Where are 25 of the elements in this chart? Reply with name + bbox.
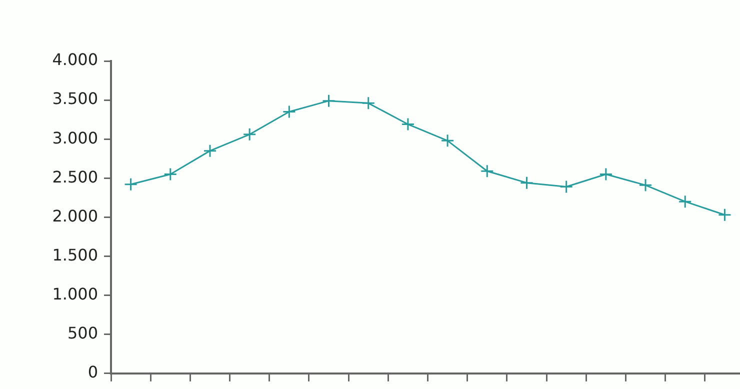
point (164, 167, 178, 181)
y-tick-label: 1.500 (52, 245, 98, 264)
point (401, 118, 415, 132)
y-tick-label: 2.500 (52, 167, 98, 186)
y-tick-label: 500 (67, 324, 98, 343)
y-tick-label: 3.500 (52, 89, 98, 108)
point (282, 105, 296, 119)
point (124, 178, 138, 192)
point (242, 128, 256, 142)
y-tick-label: 1.000 (52, 284, 98, 304)
point (560, 180, 574, 194)
y-tick-label: 2.000 (52, 206, 98, 226)
y-tick-label: 0 (88, 362, 98, 382)
point (362, 96, 376, 110)
point (678, 194, 692, 208)
point (599, 167, 613, 181)
y-tick-label: 3.000 (52, 128, 98, 148)
point (480, 164, 494, 178)
point (520, 176, 534, 190)
point (322, 94, 336, 108)
y-tick-label: 4.000 (52, 50, 98, 70)
point (440, 134, 454, 148)
point (718, 208, 732, 222)
point (203, 144, 217, 158)
point (638, 178, 652, 192)
